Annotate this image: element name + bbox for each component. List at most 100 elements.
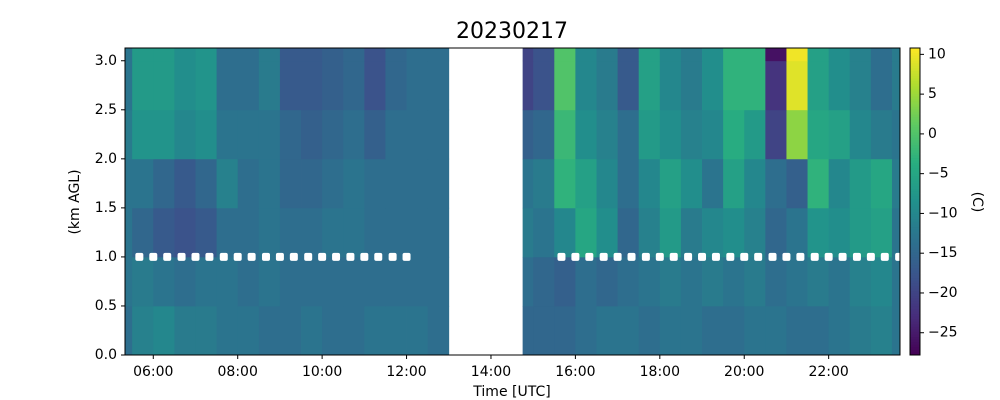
heatmap-cell [617,305,640,356]
colorbar-segment [910,278,920,282]
heatmap-cell [702,305,724,356]
marker [895,252,904,261]
colorbar-segment [910,339,920,343]
colorbar-segment [910,150,920,154]
heatmap-cell [279,109,302,160]
heatmap-cell [659,109,682,160]
y-tick-label: 2.5 [95,102,117,118]
heatmap-cell [596,305,619,356]
heatmap-cell [765,60,787,111]
marker [782,252,791,261]
colorbar-segment [910,60,920,64]
colorbar-segment [910,68,920,72]
colorbar-segment [910,81,920,85]
colorbar-segment [910,283,920,287]
colorbar-segment [910,247,920,251]
heatmap-cell [406,256,429,307]
heatmap-cell [153,256,175,307]
heatmap-cell [575,256,597,307]
heatmap-cell [680,256,703,307]
heatmap-cell [385,109,407,160]
marker [684,252,693,261]
heatmap-cell [554,158,576,209]
colorbar-segment [910,170,920,174]
marker [360,252,369,261]
heatmap-cell [406,60,429,111]
heatmap-cell [195,305,217,356]
marker [627,252,636,261]
heatmap-cell [237,48,260,62]
heatmap-cell [385,256,407,307]
heatmap-cell [132,207,154,258]
heatmap-cell [132,109,154,160]
colorbar-segment [910,63,920,67]
colorbar-segment [910,163,920,167]
marker [880,252,889,261]
heatmap-cell [237,256,260,307]
marker [374,252,383,261]
marker [163,252,172,261]
heatmap-cell [258,48,281,62]
colorbar-segment [910,129,920,133]
colorbar-segment [910,303,920,307]
heatmap-cell [828,48,851,62]
heatmap-cell [596,109,619,160]
marker [655,252,664,261]
heatmap-cell [258,60,281,111]
heatmap-cell [554,305,576,356]
heatmap-cell [522,109,534,160]
heatmap-cell [807,305,830,356]
colorbar-segment [910,242,920,246]
heatmap-cell [237,158,260,209]
heatmap-cell [125,48,133,62]
marker [711,252,720,261]
heatmap-cell [237,60,260,111]
x-tick-label: 12:00 [386,364,426,380]
colorbar-segment [910,155,920,159]
heatmap-cell [364,158,386,209]
colorbar-segment [910,204,920,208]
marker [233,252,242,261]
heatmap-cell [125,109,133,160]
colorbar-segment [910,293,920,297]
colorbar-segment [910,201,920,205]
colorbar-segment [910,198,920,202]
heatmap-cell [596,207,619,258]
heatmap-cell [343,207,365,258]
marker [219,252,228,261]
colorbar-segment [910,291,920,295]
heatmap-cell [744,48,766,62]
colorbar-segment [910,145,920,149]
colorbar-segment [910,137,920,141]
heatmap-cell [322,207,344,258]
heatmap-cell [132,48,154,62]
heatmap-cell [638,256,661,307]
colorbar-segment [910,308,920,313]
heatmap-cell [849,305,872,356]
colorbar-segment [910,298,920,302]
heatmap-cell [807,48,830,62]
colorbar-segment [910,306,920,310]
colorbar-segment [910,252,920,256]
heatmap-cell [744,60,766,111]
colorbar-tick-label: 0 [928,126,937,142]
colorbar-segment [910,111,920,116]
heatmap-cell [195,48,217,62]
heatmap-cell [659,305,682,356]
heatmap-cell [849,158,872,209]
heatmap-cell [364,48,386,62]
colorbar-segment [910,168,920,172]
heatmap-cell [174,158,196,209]
heatmap-cell [385,48,407,62]
heatmap-cell [680,60,703,111]
heatmap-cell [522,305,534,356]
heatmap-cell [575,109,597,160]
heatmap-cell [617,256,640,307]
heatmap-cell [659,158,682,209]
heatmap-cell [216,256,239,307]
heatmap-cell [702,109,724,160]
heatmap-cell [617,109,640,160]
heatmap-cell [174,207,196,258]
colorbar-segment [910,227,920,231]
heatmap-cell [174,60,196,111]
